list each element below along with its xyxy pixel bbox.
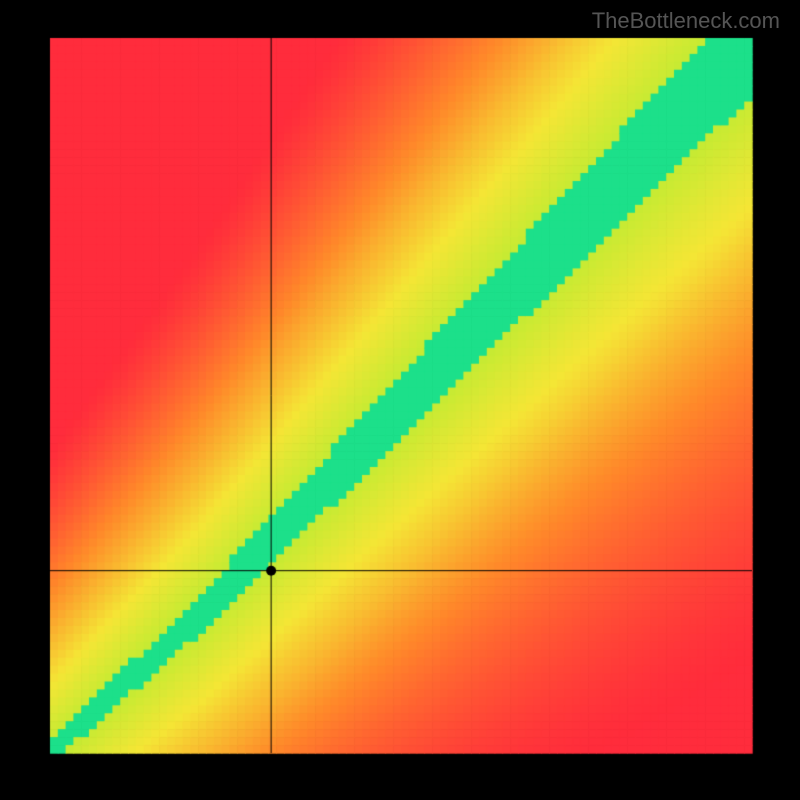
bottleneck-heatmap: [0, 0, 800, 800]
chart-container: TheBottleneck.com: [0, 0, 800, 800]
watermark-text: TheBottleneck.com: [592, 8, 780, 34]
